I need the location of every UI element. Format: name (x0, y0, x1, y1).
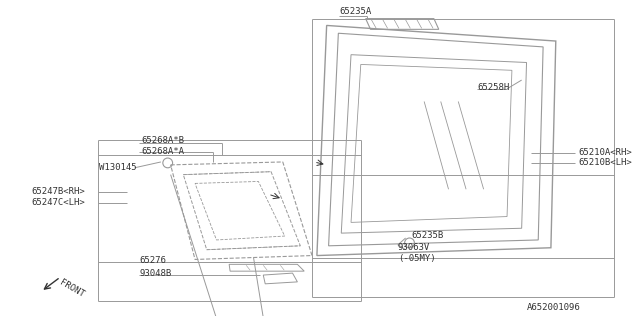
Text: 65268A*A: 65268A*A (141, 147, 184, 156)
Text: 65210B<LH>: 65210B<LH> (578, 158, 632, 167)
Text: FRONT: FRONT (58, 278, 86, 299)
Text: 65268A*B: 65268A*B (141, 136, 184, 145)
Text: W130145: W130145 (99, 163, 137, 172)
Text: (-05MY): (-05MY) (398, 254, 435, 263)
Text: 65210A<RH>: 65210A<RH> (578, 148, 632, 157)
Text: 65258H: 65258H (478, 83, 510, 92)
Text: 65247C<LH>: 65247C<LH> (31, 198, 85, 207)
Text: 65235A: 65235A (339, 7, 372, 16)
Text: 65235B: 65235B (412, 231, 444, 240)
Text: 93063V: 93063V (398, 243, 430, 252)
Text: 93048B: 93048B (140, 268, 172, 278)
Text: 65276: 65276 (140, 256, 166, 265)
Text: 65247B<RH>: 65247B<RH> (31, 187, 85, 196)
Text: A652001096: A652001096 (527, 303, 580, 312)
